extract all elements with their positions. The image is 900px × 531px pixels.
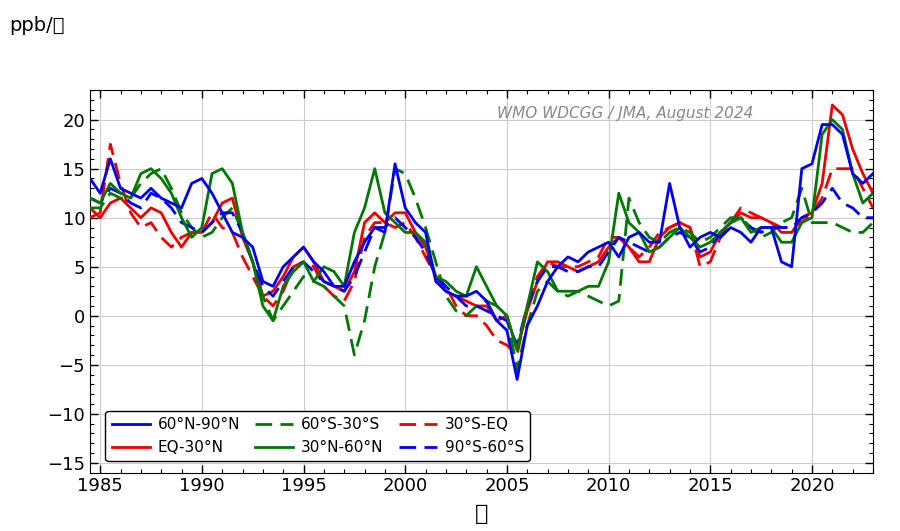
X-axis label: 年: 年 [475, 504, 488, 524]
Legend: 60°N-90°N, EQ-30°N, 60°S-30°S, 30°N-60°N, 30°S-EQ, 90°S-60°S: 60°N-90°N, EQ-30°N, 60°S-30°S, 30°N-60°N… [105, 412, 530, 461]
Text: ppb/年: ppb/年 [9, 16, 65, 35]
Text: WMO WDCGG / JMA, August 2024: WMO WDCGG / JMA, August 2024 [497, 106, 753, 121]
